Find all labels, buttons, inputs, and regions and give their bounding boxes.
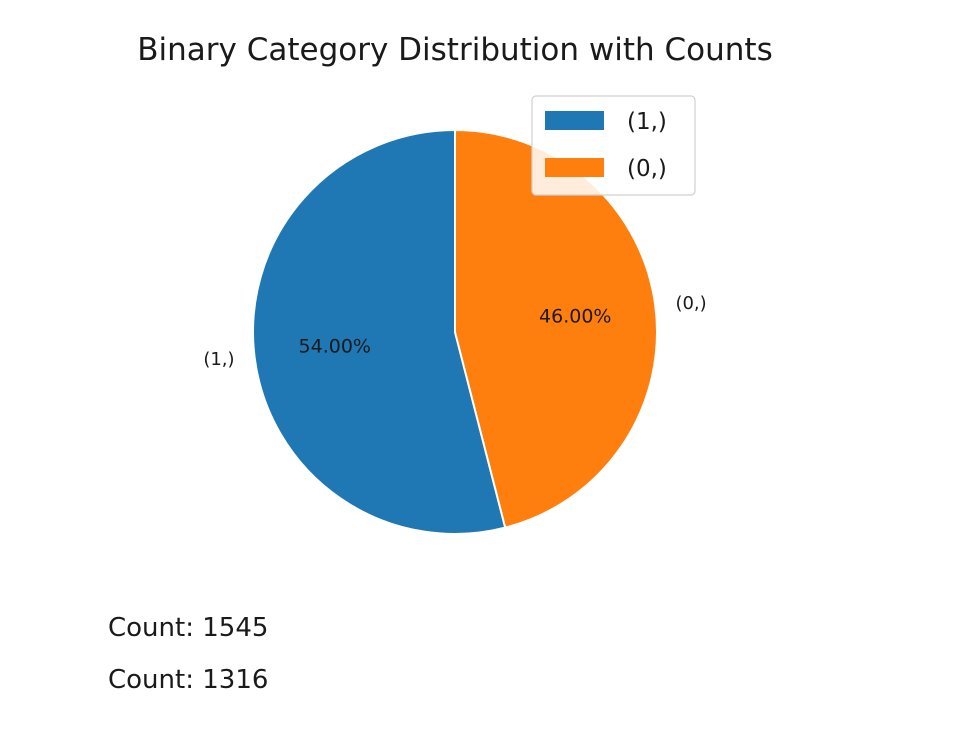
percent-labels: 54.00% 46.00% bbox=[299, 305, 612, 357]
legend-swatch-1 bbox=[545, 111, 604, 130]
legend-frame bbox=[531, 95, 696, 196]
percent-label: 46.00% bbox=[539, 305, 611, 327]
category-labels: (1,) (0,) bbox=[203, 293, 706, 370]
category-label: (0,) bbox=[675, 293, 706, 314]
legend-label-0: (0,) bbox=[627, 156, 667, 182]
percent-label: 54.00% bbox=[299, 336, 371, 358]
count-label-1: Count: 1545 bbox=[108, 613, 268, 643]
chart-title: Binary Category Distribution with Counts bbox=[137, 32, 772, 68]
count-label-0: Count: 1316 bbox=[108, 665, 268, 695]
legend-swatch-0 bbox=[545, 158, 604, 177]
legend-label-1: (1,) bbox=[627, 109, 667, 135]
pie-slice-1 bbox=[252, 129, 507, 535]
legend: (1,) (0,) bbox=[531, 95, 696, 196]
category-label: (1,) bbox=[203, 349, 234, 370]
